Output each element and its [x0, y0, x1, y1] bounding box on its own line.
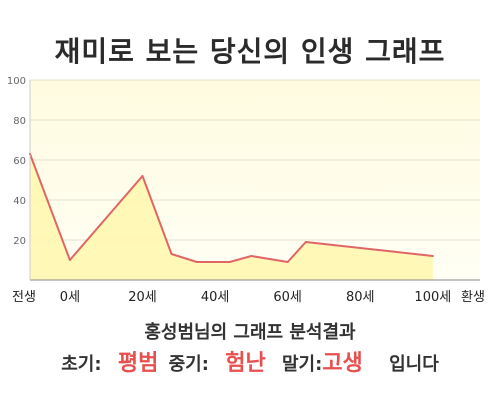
data-point: [431, 255, 434, 257]
middle-value: 험난: [225, 351, 266, 376]
data-point: [170, 253, 173, 255]
data-point: [141, 175, 144, 177]
data-point: [304, 241, 307, 243]
data-point: [250, 255, 253, 257]
analysis-caption: 홍성범님의 그래프 분석결과: [144, 322, 356, 343]
y-tick-label: 80: [13, 116, 26, 127]
late-value: 고생: [322, 351, 363, 376]
data-points: [29, 153, 434, 263]
data-point: [228, 261, 231, 263]
y-tick-label: 40: [13, 196, 26, 207]
data-point: [359, 247, 362, 249]
x-tick-label: 60세: [273, 290, 302, 305]
y-tick-label: 20: [13, 236, 26, 247]
late-label: 말기:: [281, 354, 323, 375]
middle-label: 중기:: [168, 354, 209, 375]
series-area: [30, 154, 433, 280]
early-value: 평범: [117, 351, 159, 376]
early-label: 초기:: [61, 354, 102, 375]
data-point: [195, 261, 198, 263]
x-tick-label: 0세: [60, 290, 80, 305]
data-point: [68, 259, 71, 261]
x-tick-label: 전생: [12, 290, 36, 305]
result-ending: 입니다: [389, 354, 439, 375]
page-title: 재미로 보는 당신의 인생 그래프: [54, 35, 446, 68]
data-point: [29, 153, 31, 155]
x-tick-label: 100세: [414, 290, 451, 305]
x-tick-label: 환생: [461, 290, 485, 305]
x-tick-label: 20세: [128, 290, 157, 305]
analysis-result: 초기: 평범 중기: 험난 말기:고생 입니다: [0, 345, 500, 377]
data-point: [286, 261, 289, 263]
y-axis-ticks: 20 40 60 80 100: [7, 76, 26, 247]
x-tick-label: 80세: [346, 290, 375, 305]
y-tick-label: 100: [7, 76, 26, 87]
x-axis-ticks: 전생 0세 20세 40세 60세 80세 100세 환생: [12, 290, 485, 305]
x-tick-label: 40세: [201, 290, 230, 305]
y-tick-label: 60: [13, 156, 26, 167]
